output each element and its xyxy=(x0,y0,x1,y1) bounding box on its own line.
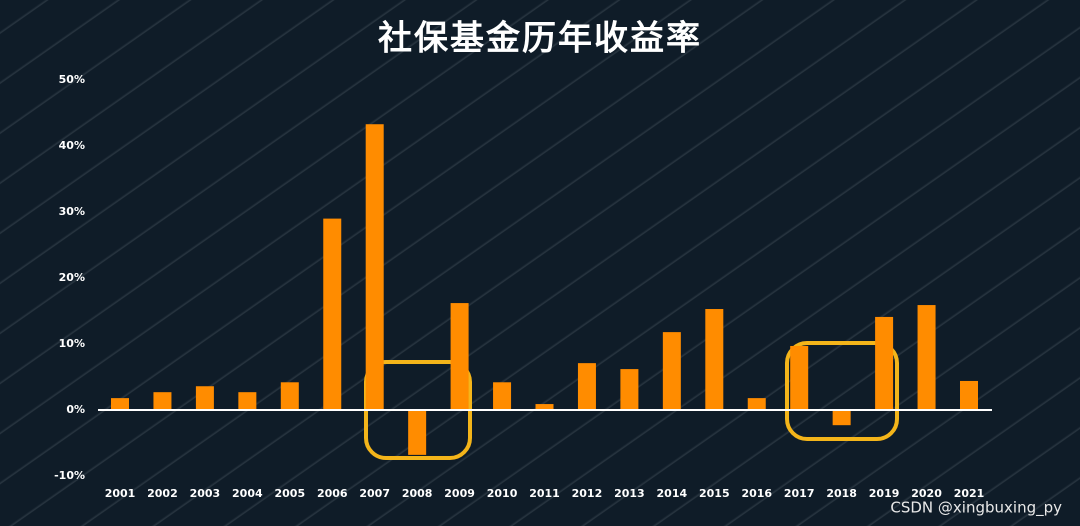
x-tick-label: 2005 xyxy=(274,487,305,500)
x-tick-label: 2017 xyxy=(784,487,815,500)
bar xyxy=(195,386,214,410)
y-tick-label: 0% xyxy=(66,403,85,416)
highlight-box xyxy=(785,341,899,441)
x-tick-label: 2013 xyxy=(614,487,645,500)
y-tick-label: 30% xyxy=(59,205,85,218)
bar xyxy=(408,410,427,455)
chart-title: 社保基金历年收益率 xyxy=(378,19,702,59)
x-tick-label: 2015 xyxy=(699,487,730,500)
bar xyxy=(620,369,639,410)
x-tick-label: 2004 xyxy=(232,487,263,500)
x-tick-label: 2006 xyxy=(317,487,348,500)
x-tick-label: 2018 xyxy=(826,487,857,500)
x-tick-label: 2009 xyxy=(444,487,475,500)
bar xyxy=(450,303,469,410)
watermark: CSDN @xingbuxing_py xyxy=(890,499,1062,518)
bar xyxy=(153,392,172,410)
x-tick-label: 2019 xyxy=(869,487,900,500)
bar xyxy=(111,398,129,410)
x-tick-label: 2008 xyxy=(402,487,433,500)
bar xyxy=(577,363,596,410)
bar xyxy=(832,410,851,426)
y-tick-label: 20% xyxy=(59,271,85,284)
bar xyxy=(365,124,384,410)
bar xyxy=(790,345,809,410)
x-tick-label: 2007 xyxy=(359,487,390,500)
bar xyxy=(917,305,936,410)
x-tick-label: 2010 xyxy=(487,487,518,500)
x-tick-label: 2016 xyxy=(741,487,772,500)
x-tick-label: 2014 xyxy=(657,487,688,500)
x-tick-label: 2011 xyxy=(529,487,560,500)
x-tick-label: 2012 xyxy=(572,487,603,500)
bar xyxy=(280,382,299,410)
x-tick-label: 2002 xyxy=(147,487,178,500)
x-tick-label: 2003 xyxy=(190,487,221,500)
y-tick-label: -10% xyxy=(54,469,85,482)
y-tick-label: 50% xyxy=(59,73,85,86)
bar xyxy=(323,218,342,410)
bar xyxy=(960,380,978,410)
bar xyxy=(493,382,512,410)
bar xyxy=(875,316,894,410)
x-tick-label: 2021 xyxy=(954,487,985,500)
bar xyxy=(705,309,724,410)
bar xyxy=(747,398,766,410)
x-tick-label: 2001 xyxy=(105,487,136,500)
x-tick-label: 2020 xyxy=(911,487,942,500)
y-tick-label: 10% xyxy=(59,337,85,350)
bar xyxy=(662,332,681,410)
y-tick-label: 40% xyxy=(59,139,85,152)
bar xyxy=(535,404,554,410)
bar xyxy=(238,392,257,410)
